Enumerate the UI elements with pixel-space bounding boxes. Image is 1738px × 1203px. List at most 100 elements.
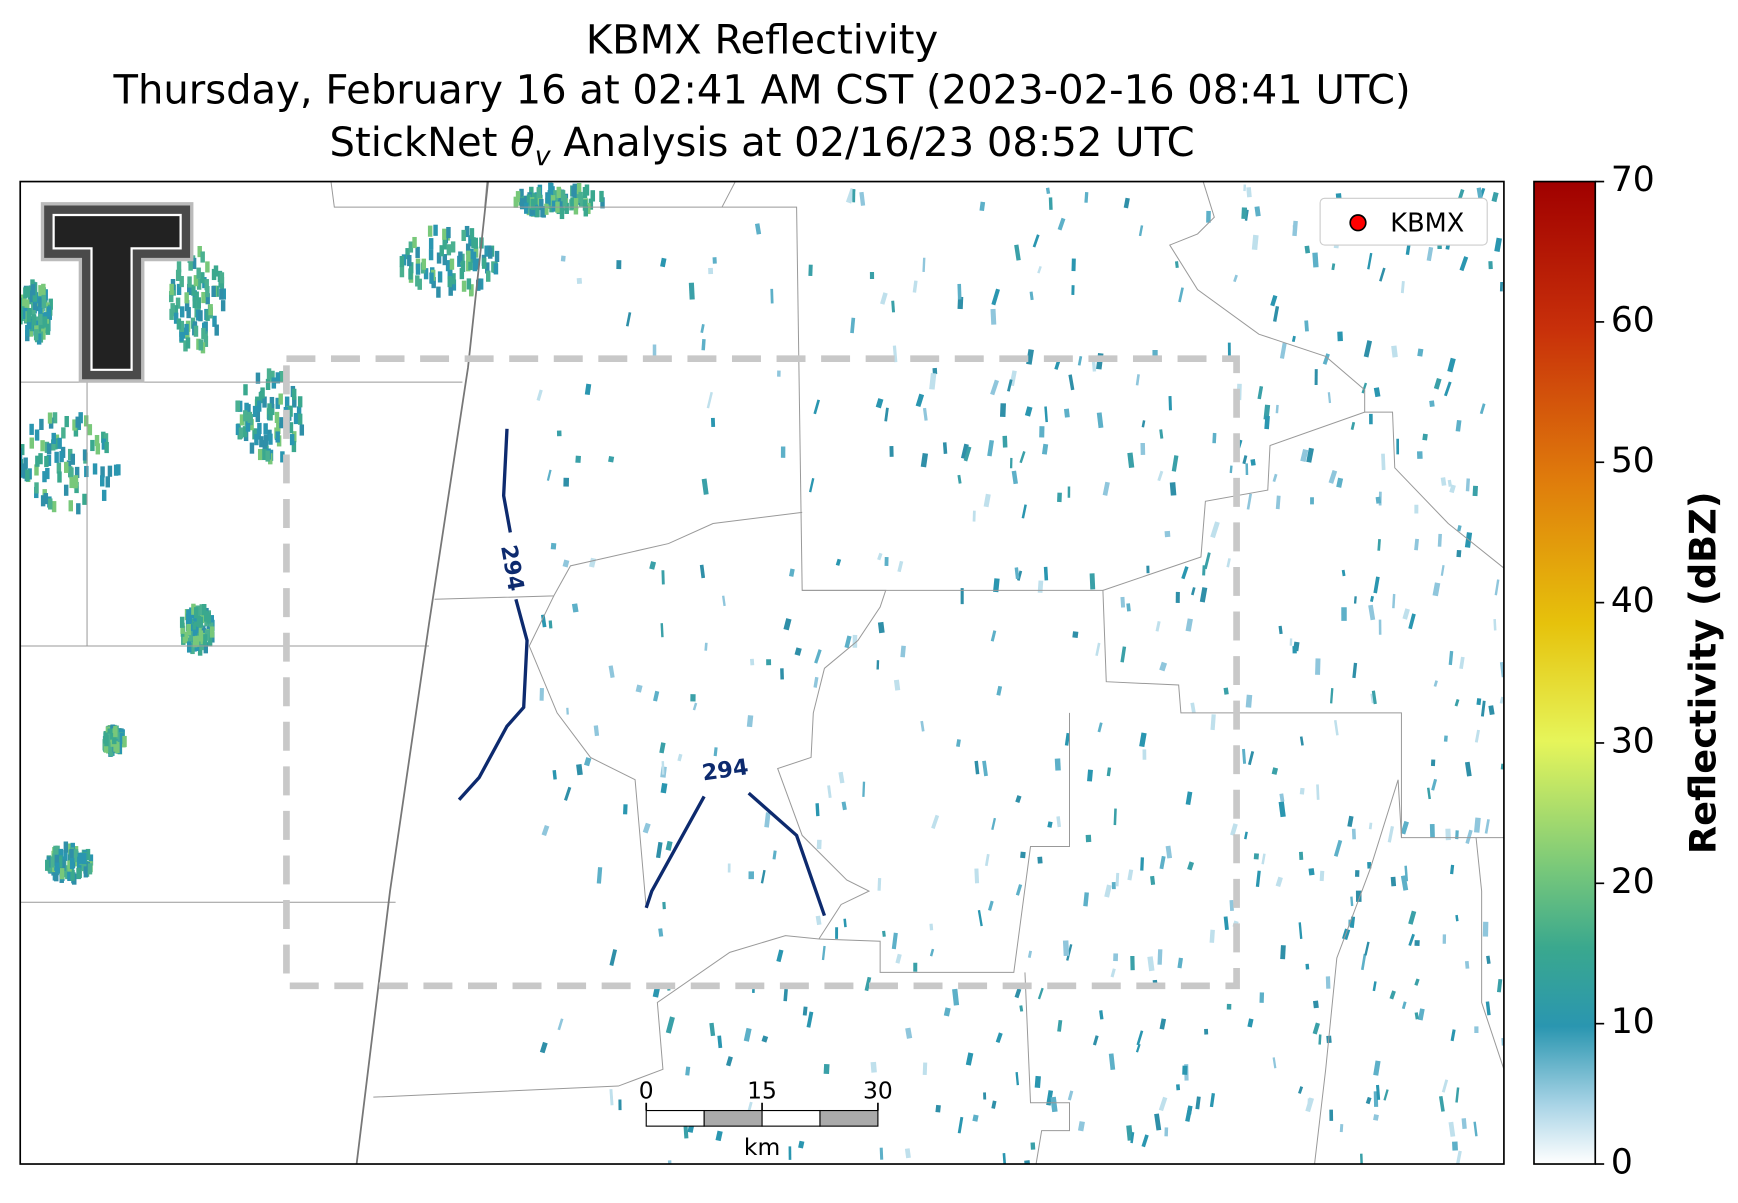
echo [53, 847, 58, 859]
echo [1159, 1018, 1167, 1030]
echo [990, 308, 997, 325]
echo [1350, 421, 1356, 430]
echo [642, 822, 651, 834]
echo [187, 276, 192, 288]
echo [1441, 1079, 1449, 1093]
echo [1041, 443, 1049, 455]
echo [1037, 856, 1043, 864]
echo [1243, 184, 1247, 192]
echo [205, 261, 210, 273]
echo [1044, 406, 1048, 423]
echo [813, 676, 819, 688]
echo [1011, 470, 1018, 485]
echo [1341, 607, 1347, 621]
echo [1433, 378, 1442, 390]
echo [660, 782, 668, 794]
echo [32, 298, 38, 311]
county-line [373, 589, 887, 1098]
echo [1337, 331, 1343, 342]
echo [993, 578, 1000, 593]
echo [1447, 357, 1456, 373]
echo [173, 312, 179, 324]
echo [1048, 197, 1053, 210]
echo [198, 630, 204, 642]
echo [609, 1089, 614, 1106]
echo [254, 434, 259, 446]
echo [447, 276, 453, 288]
echo [485, 262, 490, 274]
echo [977, 910, 983, 927]
echo [27, 468, 32, 480]
echo [960, 443, 969, 459]
echo [889, 445, 894, 457]
echo [1455, 1150, 1462, 1165]
echo [661, 570, 665, 585]
scale-segment [761, 1109, 821, 1127]
echo [780, 668, 784, 680]
echo [100, 475, 105, 487]
echo [1182, 1065, 1188, 1075]
echo [169, 283, 174, 295]
echo [583, 205, 589, 217]
echo [184, 299, 190, 312]
echo [1120, 596, 1126, 608]
echo [821, 945, 826, 961]
echo [1464, 761, 1472, 777]
echo [461, 280, 467, 292]
echo [1108, 1053, 1116, 1070]
map: 294 294 km 0 15 30 KBMX [20, 181, 1504, 1165]
echo [1068, 374, 1075, 391]
echo [47, 412, 53, 424]
echo [448, 284, 453, 296]
echo [1264, 415, 1270, 430]
echo [26, 311, 31, 323]
echo [1245, 463, 1249, 476]
echo [408, 268, 413, 280]
echo [293, 412, 299, 425]
echo [1067, 1090, 1074, 1101]
echo [1493, 619, 1497, 631]
echo [957, 296, 964, 310]
echo [20, 444, 25, 456]
echo [1306, 447, 1314, 463]
echo [436, 252, 442, 264]
echo [1396, 438, 1400, 455]
echo [69, 849, 74, 861]
echo [1083, 892, 1089, 907]
echo [205, 309, 210, 321]
echo [104, 441, 109, 454]
echo [1024, 406, 1033, 417]
county-line [1314, 779, 1402, 1165]
echo [257, 422, 262, 435]
echo [1305, 1097, 1315, 1113]
echo [1341, 569, 1346, 577]
echo [1034, 1075, 1041, 1088]
echo [530, 198, 536, 210]
echo [32, 290, 38, 302]
echo [468, 258, 473, 271]
echo [1465, 829, 1473, 844]
echo [88, 854, 94, 866]
scale-unit: km [744, 1133, 780, 1161]
echo [473, 237, 478, 249]
echo [291, 440, 297, 453]
echo [835, 558, 842, 566]
echo [201, 291, 206, 304]
echo [1381, 453, 1386, 471]
echo [1164, 1127, 1169, 1137]
echo [1043, 566, 1049, 581]
echo [808, 478, 815, 493]
echo [209, 615, 215, 627]
echo [1482, 921, 1489, 937]
county-line [818, 712, 1071, 973]
echo [35, 455, 40, 467]
echo [536, 389, 543, 401]
echo [1030, 1142, 1036, 1150]
echo [101, 438, 107, 450]
echo [446, 226, 451, 239]
echo [996, 685, 1003, 696]
echo [974, 868, 980, 884]
echo [180, 622, 185, 634]
echo [1312, 1022, 1320, 1035]
echo [584, 184, 590, 196]
